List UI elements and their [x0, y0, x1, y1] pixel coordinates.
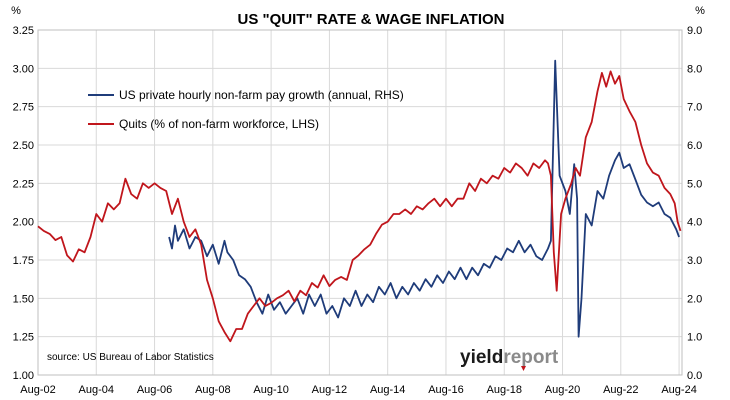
left-tick-label: 1.75 — [13, 255, 34, 267]
left-tick-label: 2.00 — [13, 217, 34, 229]
x-tick-label: Aug-22 — [603, 384, 638, 396]
left-tick-label: 1.50 — [13, 293, 34, 305]
logo: yieldreport — [460, 347, 559, 371]
x-tick-label: Aug-12 — [312, 384, 347, 396]
series-lines — [37, 59, 682, 343]
left-tick-label: 3.25 — [13, 25, 34, 37]
left-tick-label: 3.00 — [13, 63, 34, 75]
right-tick-label: 7.0 — [687, 102, 702, 114]
legend: US private hourly non-farm pay growth (a… — [88, 88, 404, 131]
legend-label-quits: Quits (% of non-farm workforce, LHS) — [119, 117, 319, 131]
chart-title: US "QUIT" RATE & WAGE INFLATION — [238, 11, 505, 28]
series-line-pay-growth — [168, 59, 680, 338]
left-tick-label: 2.75 — [13, 102, 34, 114]
left-tick-label: 1.25 — [13, 332, 34, 344]
plot-frame — [37, 29, 683, 376]
right-tick-label: 1.0 — [687, 332, 702, 344]
x-tick-label: Aug-18 — [487, 384, 522, 396]
x-tick-label: Aug-14 — [370, 384, 405, 396]
x-tick-label: Aug-02 — [20, 384, 55, 396]
x-tick-label: Aug-10 — [253, 384, 288, 396]
right-tick-label: 3.0 — [687, 255, 702, 267]
left-tick-label: 2.50 — [13, 140, 34, 152]
axes: 1.00 1.25 1.50 1.75 2.00 2.25 2.50 2.75 3.00 3.25… — [13, 25, 703, 396]
x-tick-label: Aug-20 — [545, 384, 580, 396]
legend-label-pay-growth: US private hourly non-farm pay growth (a… — [119, 88, 404, 102]
logo-mark-icon — [521, 366, 526, 371]
x-tick-label: Aug-24 — [661, 384, 696, 396]
left-tick-label: 1.00 — [13, 370, 34, 382]
source-note: source: US Bureau of Labor Statistics — [47, 352, 214, 363]
x-tick-label: Aug-08 — [195, 384, 230, 396]
x-tick-label: Aug-04 — [79, 384, 114, 396]
left-tick-label: 2.25 — [13, 178, 34, 190]
x-tick-label: Aug-06 — [137, 384, 172, 396]
right-tick-label: 2.0 — [687, 293, 702, 305]
right-tick-label: 9.0 — [687, 25, 702, 37]
right-tick-label: 5.0 — [687, 178, 702, 190]
right-tick-label: 8.0 — [687, 63, 702, 75]
right-axis-unit: % — [695, 5, 705, 17]
right-tick-label: 0.0 — [687, 370, 702, 382]
x-tick-label: Aug-16 — [428, 384, 463, 396]
right-tick-label: 6.0 — [687, 140, 702, 152]
logo-text: yieldreport — [460, 347, 559, 368]
series-line-quits — [37, 70, 682, 343]
right-tick-label: 4.0 — [687, 217, 702, 229]
left-axis-unit: % — [11, 5, 21, 17]
